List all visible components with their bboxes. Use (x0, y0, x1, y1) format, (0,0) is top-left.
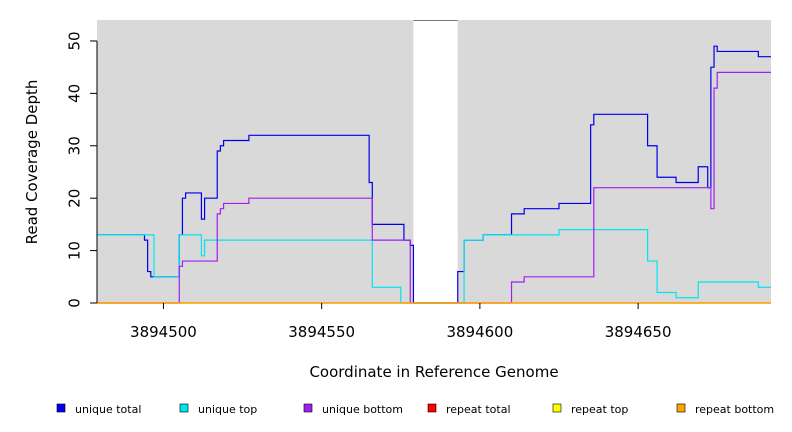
y-tick-label-0: 0 (65, 298, 83, 308)
legend-item-unique-bottom: unique bottom (303, 403, 403, 416)
series-lines (97, 45, 771, 304)
y-tick-label-40: 40 (65, 84, 83, 103)
legend-swatch (303, 403, 313, 413)
legend-swatch (552, 403, 562, 413)
legend-label: repeat top (571, 403, 628, 416)
y-axis-title: Read Coverage Depth (23, 80, 41, 245)
legend-label: repeat total (446, 403, 511, 416)
x-tick-label-3894600: 3894600 (446, 323, 513, 341)
series-line-unique-bottom (97, 71, 771, 304)
plot-panel (97, 20, 771, 303)
legend-swatch (56, 403, 66, 413)
legend-swatch (427, 403, 437, 413)
legend-swatch (676, 403, 686, 413)
y-tick-label-30: 30 (65, 136, 83, 155)
axes: 0 10 20 30 40 50 3894500 3894550 3894600 3894650 (65, 31, 671, 341)
x-tick-label-3894650: 3894650 (605, 323, 672, 341)
x-tick-label-3894500: 3894500 (130, 323, 197, 341)
legend-label: unique top (198, 403, 257, 416)
shaded-region-2 (457, 20, 771, 303)
legend-item-unique-top: unique top (179, 403, 257, 416)
legend-label: repeat bottom (695, 403, 774, 416)
legend-item-repeat-total: repeat total (427, 403, 511, 416)
legend: unique total unique top unique bottom repea… (56, 403, 774, 416)
legend-swatch (179, 403, 189, 413)
shaded-region-1 (97, 20, 414, 303)
y-tick-label-50: 50 (65, 31, 83, 50)
series-line-unique-top (97, 229, 771, 304)
legend-label: unique bottom (322, 403, 403, 416)
x-tick-label-3894550: 3894550 (288, 323, 355, 341)
legend-label: unique total (75, 403, 141, 416)
y-tick-label-10: 10 (65, 241, 83, 260)
legend-item-repeat-bottom: repeat bottom (676, 403, 774, 416)
x-axis-title: Coordinate in Reference Genome (309, 363, 558, 381)
legend-item-unique-total: unique total (56, 403, 141, 416)
y-tick-label-20: 20 (65, 189, 83, 208)
legend-item-repeat-top: repeat top (552, 403, 628, 416)
